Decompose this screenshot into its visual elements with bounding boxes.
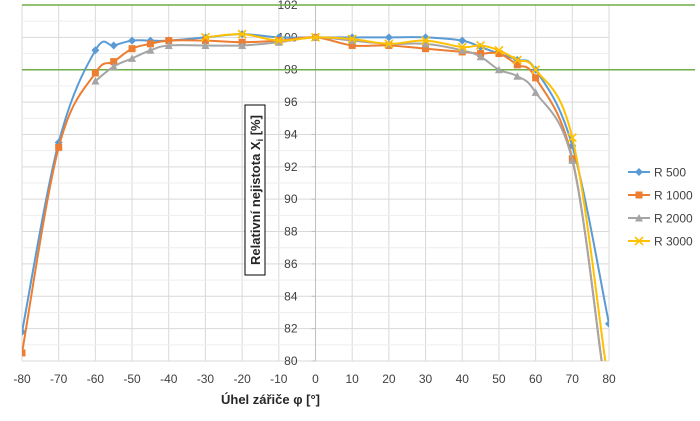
x-tick-label: -50 (123, 372, 141, 386)
x-tick-label: 40 (456, 372, 470, 386)
data-point (532, 74, 540, 82)
legend-item-2: R 2000 (628, 212, 693, 226)
legend-label: R 1000 (654, 189, 693, 203)
x-tick-label: 80 (602, 372, 616, 386)
y-tick-label: 92 (284, 160, 298, 174)
data-point (494, 45, 504, 55)
legend-item-0: R 500 (628, 166, 686, 180)
data-point (238, 41, 247, 49)
y-tick-label: 94 (284, 127, 298, 141)
data-point (22, 327, 26, 336)
legend-label: R 500 (654, 166, 686, 180)
data-point (109, 62, 118, 70)
x-tick-label: 60 (529, 372, 543, 386)
x-tick-label: -10 (270, 372, 288, 386)
y-tick-label: 82 (284, 322, 298, 336)
data-point (568, 156, 577, 164)
data-point (200, 32, 211, 42)
data-point (512, 55, 522, 65)
data-point (348, 41, 356, 49)
data-point (422, 45, 430, 53)
data-point (55, 143, 63, 151)
series-1 (22, 33, 603, 361)
x-tick-label: 30 (419, 372, 433, 386)
data-point (513, 61, 521, 69)
data-point (310, 32, 321, 42)
legend-label: R 3000 (654, 235, 693, 249)
legend-label: R 2000 (654, 212, 693, 226)
data-point (495, 50, 503, 58)
x-tick-label: -20 (233, 372, 251, 386)
legend-item-3: R 3000 (628, 235, 693, 249)
x-tick-label: -30 (197, 372, 215, 386)
data-point (146, 46, 155, 54)
y-tick-label: 102 (277, 0, 297, 12)
data-point (274, 38, 283, 46)
data-point (91, 46, 100, 55)
data-point (605, 319, 609, 328)
data-point (237, 29, 247, 39)
series-2 (91, 33, 603, 361)
x-tick-label: -40 (160, 372, 178, 386)
data-point (531, 88, 540, 96)
x-tick-label: 0 (312, 372, 319, 386)
data-point (91, 77, 100, 85)
data-point (164, 41, 173, 49)
x-tick-label: 10 (346, 372, 360, 386)
y-axis-title: Relativní nejistota Xi [%] (248, 115, 266, 265)
data-point (458, 46, 467, 54)
x-axis-title: Úhel zářiče φ [°] (221, 392, 320, 407)
data-point (165, 37, 173, 45)
data-point (457, 42, 467, 52)
y-tick-label: 96 (284, 95, 298, 109)
data-point (348, 36, 357, 45)
x-tick-label: 50 (492, 372, 506, 386)
data-point (494, 65, 503, 74)
data-point (110, 58, 118, 66)
data-point (458, 36, 467, 45)
data-point (476, 43, 485, 52)
data-point (91, 69, 99, 77)
y-tick-label: 80 (284, 354, 298, 368)
data-point (201, 37, 209, 45)
data-point (476, 52, 485, 61)
data-point (347, 34, 357, 44)
legend-swatch-marker (635, 191, 643, 199)
y-tick-label: 84 (284, 289, 298, 303)
legend-swatch-marker (635, 214, 643, 222)
legend-item-1: R 1000 (628, 189, 693, 203)
data-point (384, 33, 393, 42)
data-point (146, 40, 154, 48)
data-point (201, 41, 210, 49)
legend-swatch-marker (635, 168, 643, 176)
y-tick-label: 90 (284, 192, 298, 206)
data-point (567, 133, 577, 143)
y-tick-label: 88 (284, 225, 298, 239)
series-3 (200, 29, 607, 361)
data-point (476, 40, 486, 51)
data-point (531, 65, 541, 75)
data-point (384, 39, 394, 49)
x-tick-label: -70 (50, 372, 68, 386)
data-point (128, 54, 137, 62)
data-point (128, 36, 137, 45)
data-point (421, 39, 430, 48)
x-tick-label: -80 (13, 372, 31, 386)
data-point (22, 349, 26, 357)
y-axis-title-box (244, 104, 266, 276)
x-tick-label: 20 (382, 372, 396, 386)
legend-swatch-marker (634, 236, 644, 246)
x-tick-label: 70 (566, 372, 580, 386)
data-point (109, 41, 118, 50)
data-point (128, 45, 136, 53)
data-point (513, 72, 522, 80)
data-point (274, 36, 284, 46)
y-tick-label: 86 (284, 257, 298, 271)
x-tick-label: -60 (87, 372, 105, 386)
data-point (420, 36, 431, 46)
